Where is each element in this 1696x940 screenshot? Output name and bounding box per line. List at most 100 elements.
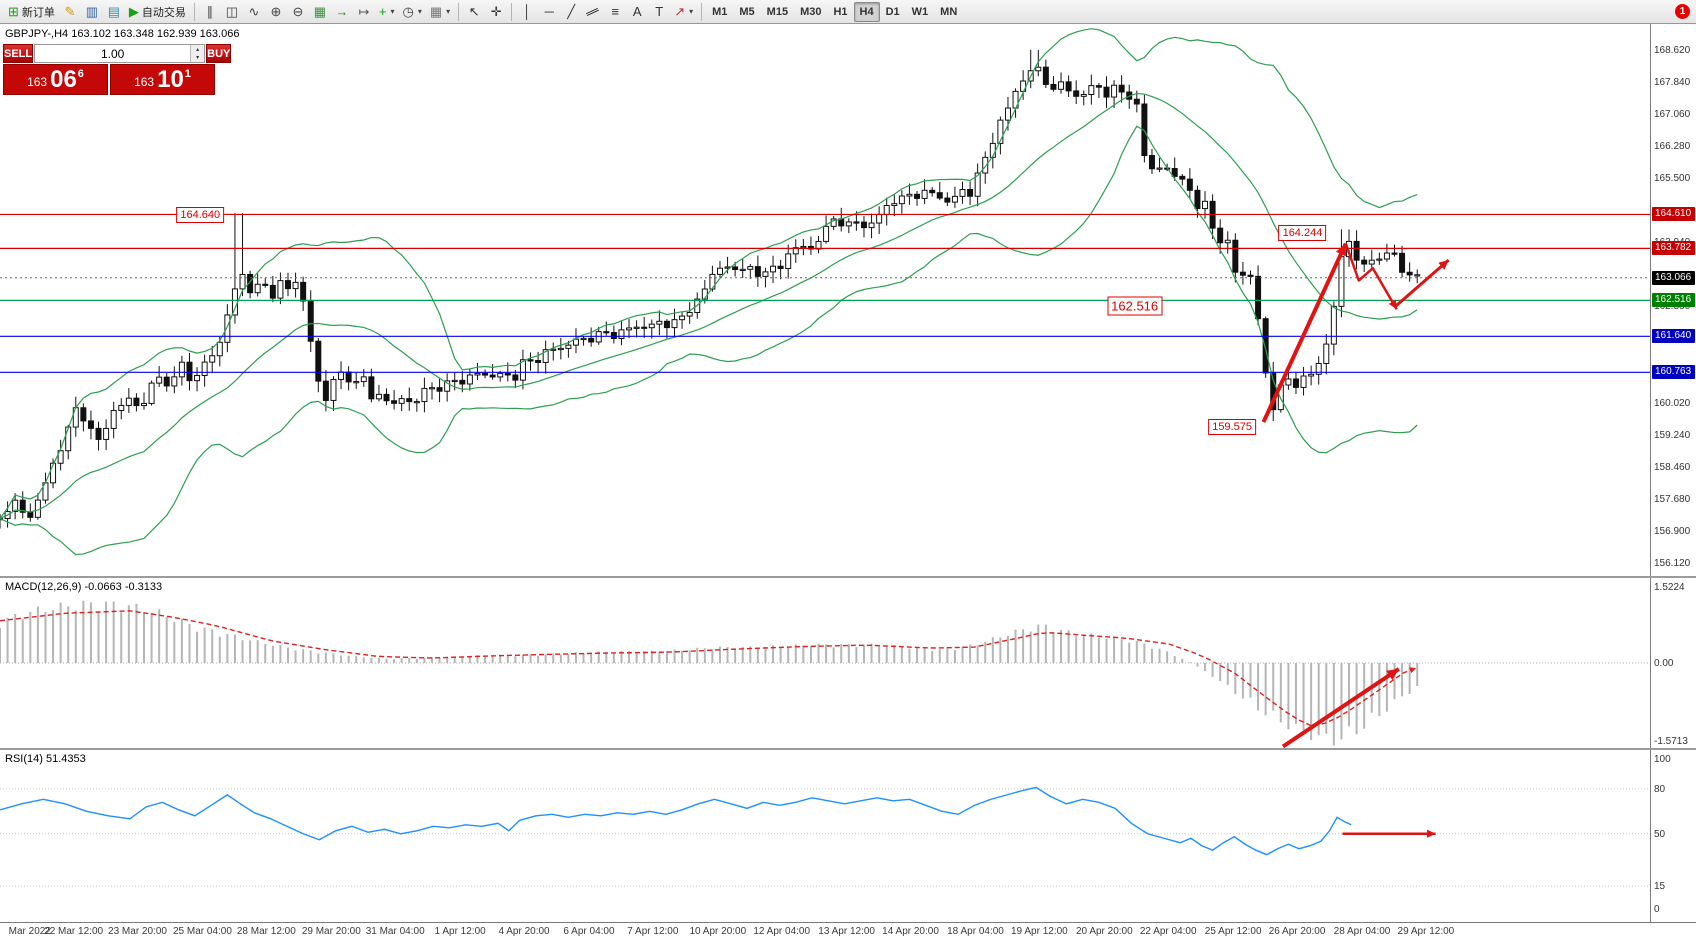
sell-price-pipette: 6	[77, 68, 84, 80]
market-watch-button[interactable]: ▥	[81, 2, 103, 22]
rsi-axis-label: 100	[1654, 753, 1671, 765]
line-chart-icon: ∿	[248, 4, 260, 19]
channel-button[interactable]: ∥	[582, 2, 604, 22]
fibonacci-button[interactable]: ≡	[604, 2, 626, 22]
caret-down-icon: ▾	[446, 7, 451, 16]
time-axis-label: 19 Apr 12:00	[1011, 926, 1068, 937]
timeframe-m1-button[interactable]: M1	[706, 2, 733, 22]
sell-price-prefix: 163	[27, 75, 48, 89]
arrows-icon: ↗	[674, 4, 686, 19]
macd-plot[interactable]	[0, 578, 1650, 748]
indicators-button[interactable]: + ▾	[375, 2, 399, 22]
time-axis-label: 31 Mar 04:00	[365, 926, 425, 937]
chart-annotation-164.244[interactable]: 164.244	[1278, 225, 1327, 242]
crosshair-button[interactable]: ✛	[485, 2, 507, 22]
timeframe-w1-button[interactable]: W1	[906, 2, 935, 22]
auto-trading-button[interactable]: ▶ 自动交易	[125, 2, 190, 22]
trendline-icon: ╱	[567, 4, 576, 19]
time-axis-label: 22 Apr 04:00	[1139, 926, 1197, 937]
timeframe-m30-button[interactable]: M30	[794, 2, 827, 22]
bar-chart-button[interactable]: ∥	[199, 2, 221, 22]
periods-icon: ◷	[402, 4, 414, 19]
volume-control: ▴ ▾	[34, 44, 206, 63]
macd-axis-label: 1.5224	[1654, 582, 1685, 594]
vertical-line-button[interactable]: │	[516, 2, 538, 22]
time-axis-label: 13 Apr 12:00	[818, 926, 875, 937]
time-axis-label: 25 Apr 12:00	[1204, 926, 1262, 937]
timeframe-h4-button[interactable]: H4	[853, 1, 880, 22]
candlestick-plot[interactable]	[0, 24, 1650, 576]
rsi-axis: 100 80 50 15 0	[1650, 750, 1696, 922]
sell-button[interactable]: SELL	[3, 44, 34, 63]
toolbar-separator	[511, 2, 513, 21]
volume-input[interactable]	[35, 45, 191, 62]
notification-badge[interactable]: 1	[1675, 4, 1690, 19]
candlestick-chart-icon: ◫	[225, 4, 239, 19]
volume-up-button[interactable]: ▴	[191, 45, 205, 54]
timeframe-m5-button[interactable]: M5	[733, 2, 760, 22]
time-axis-label: 10 Apr 20:00	[689, 926, 747, 937]
zoom-in-icon: ⊕	[270, 4, 282, 19]
price-axis-label: 156.120	[1654, 557, 1691, 569]
chart-annotation-164.640[interactable]: 164.640	[176, 206, 225, 223]
cursor-button[interactable]: ↖	[463, 2, 485, 22]
timeframe-d1-button[interactable]: D1	[880, 2, 906, 22]
zoom-out-button[interactable]: ⊖	[287, 2, 309, 22]
time-axis-label: 25 Mar 04:00	[172, 926, 232, 937]
line-chart-button[interactable]: ∿	[243, 2, 265, 22]
price-axis-label: 160.020	[1654, 397, 1691, 409]
fibonacci-icon: ≡	[611, 4, 619, 19]
time-axis-label: 29 Apr 12:00	[1397, 926, 1455, 937]
macd-axis: 1.5224 0.00 -1.5713	[1650, 578, 1696, 748]
caret-down-icon: ▾	[390, 7, 395, 16]
zoom-in-button[interactable]: ⊕	[265, 2, 287, 22]
sell-price-display[interactable]: 163 06 6	[3, 64, 108, 95]
templates-button[interactable]: ▦ ▾	[426, 2, 454, 22]
time-axis-label: 18 Apr 04:00	[947, 926, 1004, 937]
candlestick-chart-button[interactable]: ◫	[221, 2, 243, 22]
timeframe-m15-button[interactable]: M15	[761, 2, 794, 22]
buy-button[interactable]: BUY	[206, 44, 232, 63]
time-axis-label: Mar 2022	[8, 926, 51, 937]
pane-splitter[interactable]	[0, 576, 1696, 578]
vertical-line-icon: │	[523, 4, 532, 19]
time-axis-label: 12 Apr 04:00	[753, 926, 811, 937]
tile-windows-button[interactable]: ▦	[309, 2, 331, 22]
metaeditor-icon: ✎	[64, 4, 76, 19]
rsi-pane[interactable]: RSI(14) 51.4353 100 80 50 15 0	[0, 750, 1696, 922]
macd-pane[interactable]: MACD(12,26,9) -0.0663 -0.3133 1.5224 0.00…	[0, 578, 1696, 748]
data-window-button[interactable]: ▤	[103, 2, 125, 22]
chart-window: GBPJPY-,H4 163.102 163.348 162.939 163.0…	[0, 24, 1696, 940]
trendline-button[interactable]: ╱	[560, 2, 582, 22]
buy-price-display[interactable]: 163 10 1	[110, 64, 215, 95]
timeframe-mn-button[interactable]: MN	[934, 2, 963, 22]
volume-down-button[interactable]: ▾	[191, 53, 205, 62]
chart-annotation-159.575[interactable]: 159.575	[1208, 419, 1256, 436]
auto-scroll-button[interactable]: →	[331, 2, 353, 22]
price-axis-label: 158.460	[1654, 461, 1691, 473]
price-axis[interactable]: 168.620167.840167.060166.280165.500163.9…	[1650, 24, 1696, 576]
time-axis-label: 28 Mar 12:00	[236, 926, 296, 937]
new-order-button[interactable]: ⊞ 新订单	[4, 2, 59, 22]
pane-splitter[interactable]	[0, 748, 1696, 750]
rsi-plot[interactable]	[0, 750, 1650, 922]
price-axis-label: 167.840	[1654, 76, 1691, 88]
chart-shift-button[interactable]: ↦	[353, 2, 375, 22]
horizontal-line-button[interactable]: ─	[538, 2, 560, 22]
chart-annotation-162.516[interactable]: 162.516	[1107, 296, 1163, 316]
metaeditor-button[interactable]: ✎	[59, 2, 81, 22]
price-axis-label: 165.500	[1654, 172, 1691, 184]
text-button[interactable]: A	[626, 2, 648, 22]
time-axis[interactable]: Mar 2022 22 Mar 12:00 23 Mar 20:00 25 Mar 0…	[0, 922, 1696, 940]
arrows-button[interactable]: ↗ ▾	[670, 2, 697, 22]
time-axis-label: 1 Apr 12:00	[434, 926, 486, 937]
text-label-button[interactable]: T	[648, 2, 670, 22]
buy-price-prefix: 163	[134, 75, 155, 89]
macd-axis-label: 0.00	[1654, 658, 1674, 669]
bar-chart-icon: ∥	[206, 4, 214, 19]
sell-price-main: 06	[50, 66, 77, 93]
main-chart-pane[interactable]: GBPJPY-,H4 163.102 163.348 162.939 163.0…	[0, 24, 1696, 576]
timeframe-h1-button[interactable]: H1	[827, 2, 853, 22]
periods-button[interactable]: ◷ ▾	[399, 2, 426, 22]
new-order-button-label: 新订单	[21, 6, 55, 19]
